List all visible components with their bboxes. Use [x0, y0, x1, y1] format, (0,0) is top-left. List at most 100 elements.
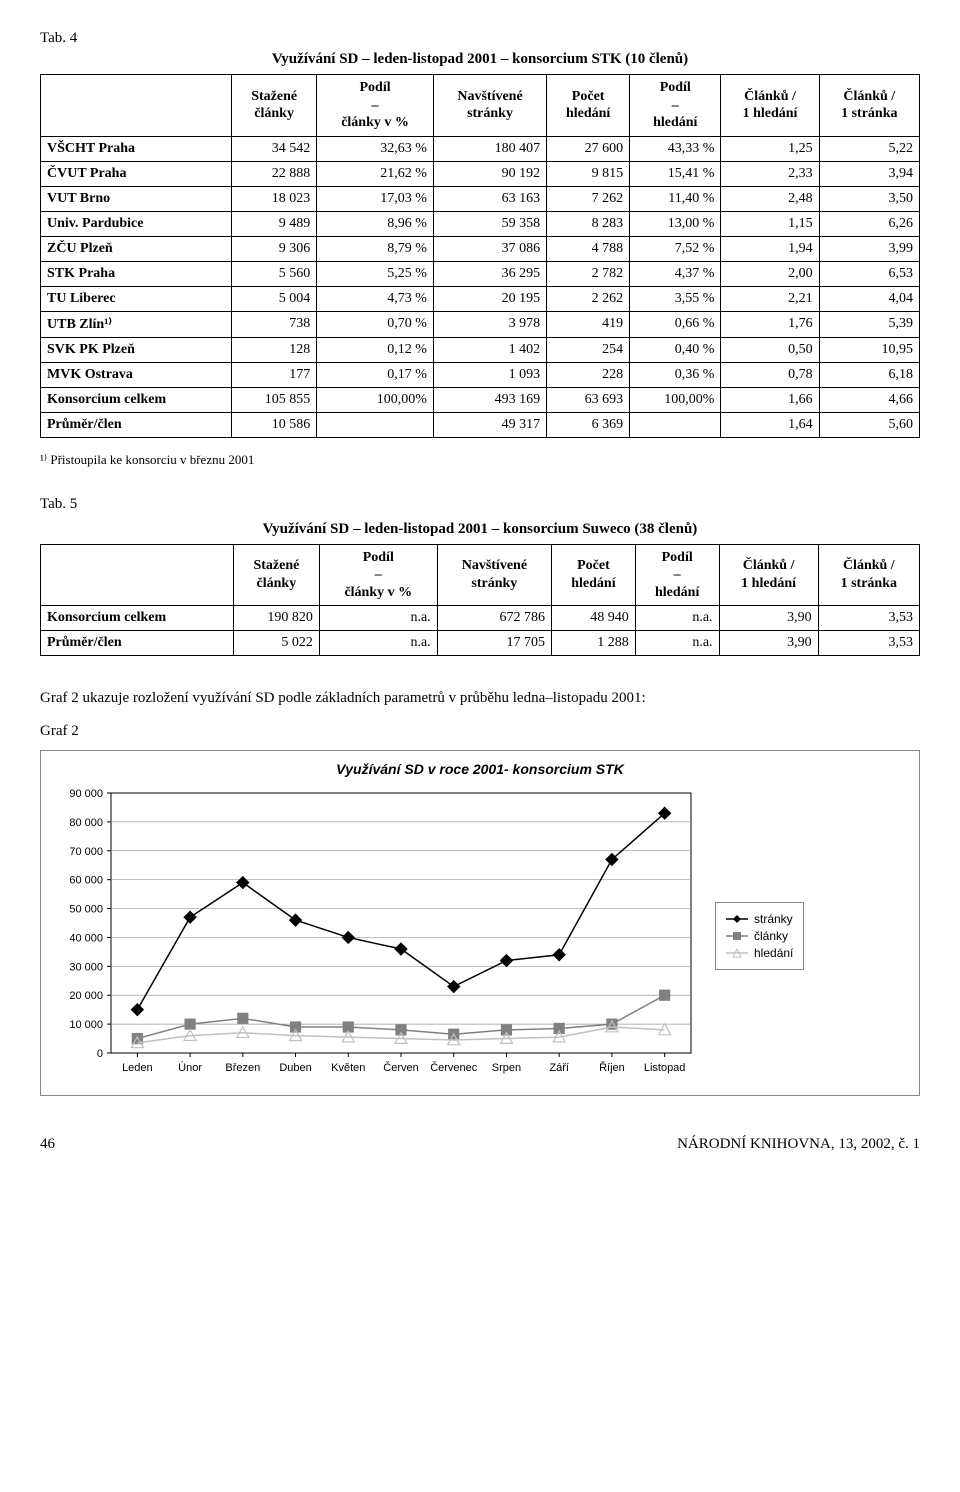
tab5-table: StaženéčlánkyPodíl–články v %Navštívenés… [40, 544, 920, 657]
table-cell: 5 004 [232, 286, 317, 311]
table-cell: 3,53 [818, 606, 919, 631]
graf2-legend: stránky články hledání [715, 902, 804, 970]
tab4-table: StaženéčlánkyPodíl–články v %Navštívenés… [40, 74, 920, 438]
legend-label: hledání [754, 946, 793, 960]
table-header: Podíl–články v % [319, 544, 437, 606]
legend-item: hledání [726, 946, 793, 960]
table-row: SVK PK Plzeň1280,12 %1 4022540,40 %0,501… [41, 337, 920, 362]
table-cell: 190 820 [233, 606, 319, 631]
table-cell: 21,62 % [317, 161, 434, 186]
svg-text:Říjen: Říjen [599, 1061, 625, 1074]
tab5-title: Využívání SD – leden-listopad 2001 – kon… [40, 521, 920, 538]
svg-text:90 000: 90 000 [69, 788, 103, 800]
table-cell: 1,64 [721, 412, 819, 437]
table-cell: 8,79 % [317, 236, 434, 261]
table-cell: 100,00% [630, 387, 721, 412]
table-cell: 3,90 [719, 606, 818, 631]
table-cell: 3,90 [719, 631, 818, 656]
table-row: STK Praha5 5605,25 %36 2952 7824,37 %2,0… [41, 261, 920, 286]
row-label: SVK PK Plzeň [41, 337, 232, 362]
table-cell: 0,50 [721, 337, 819, 362]
svg-text:50 000: 50 000 [69, 904, 103, 916]
table-row: ČVUT Praha22 88821,62 %90 1929 81515,41 … [41, 161, 920, 186]
table-cell: 22 888 [232, 161, 317, 186]
table-cell: 5 022 [233, 631, 319, 656]
legend-item: stránky [726, 912, 793, 926]
svg-text:10 000: 10 000 [69, 1019, 103, 1031]
table-cell: 8 283 [547, 211, 630, 236]
row-label: UTB Zlín¹⁾ [41, 311, 232, 337]
table-cell: 63 163 [433, 186, 546, 211]
table-header: Článků /1 hledání [721, 75, 819, 137]
table-cell: 15,41 % [630, 161, 721, 186]
table-cell: 1,15 [721, 211, 819, 236]
svg-text:80 000: 80 000 [69, 817, 103, 829]
table-row: UTB Zlín¹⁾7380,70 %3 9784190,66 %1,765,3… [41, 311, 920, 337]
table-cell: 4,73 % [317, 286, 434, 311]
table-cell: 32,63 % [317, 136, 434, 161]
table-cell: 2 262 [547, 286, 630, 311]
graf2-plot: 010 00020 00030 00040 00050 00060 00070 … [53, 785, 701, 1087]
table-cell: 1 402 [433, 337, 546, 362]
table-cell: 1,25 [721, 136, 819, 161]
table-row: MVK Ostrava1770,17 %1 0932280,36 %0,786,… [41, 362, 920, 387]
tab4-title: Využívání SD – leden-listopad 2001 – kon… [40, 51, 920, 68]
row-label: Konsorcium celkem [41, 387, 232, 412]
table-cell: 0,70 % [317, 311, 434, 337]
table-cell: 0,12 % [317, 337, 434, 362]
svg-text:Březen: Březen [225, 1062, 260, 1074]
table-cell: 9 815 [547, 161, 630, 186]
svg-text:60 000: 60 000 [69, 875, 103, 887]
table-cell: 2,21 [721, 286, 819, 311]
table-cell: 27 600 [547, 136, 630, 161]
row-label: STK Praha [41, 261, 232, 286]
table-cell: 3,55 % [630, 286, 721, 311]
row-label: Univ. Pardubice [41, 211, 232, 236]
table-cell: 9 489 [232, 211, 317, 236]
table-cell: 1,66 [721, 387, 819, 412]
tab4-label: Tab. 4 [40, 30, 920, 47]
table-cell: 6,18 [819, 362, 919, 387]
table-cell: 5,39 [819, 311, 919, 337]
table-cell: 672 786 [437, 606, 551, 631]
table-cell: 128 [232, 337, 317, 362]
legend-item: články [726, 929, 793, 943]
body-paragraph: Graf 2 ukazuje rozložení využívání SD po… [40, 688, 920, 709]
table-row: ZČU Plzeň9 3068,79 %37 0864 7887,52 %1,9… [41, 236, 920, 261]
table-cell: 17 705 [437, 631, 551, 656]
table-cell: 6,53 [819, 261, 919, 286]
table-cell: 0,40 % [630, 337, 721, 362]
table-cell: 63 693 [547, 387, 630, 412]
table-cell: 0,78 [721, 362, 819, 387]
svg-text:Září: Září [549, 1062, 569, 1074]
table-cell: 18 023 [232, 186, 317, 211]
table-header: Podíl–hledání [635, 544, 719, 606]
table-cell: 11,40 % [630, 186, 721, 211]
row-label: ZČU Plzeň [41, 236, 232, 261]
table-cell: 1 093 [433, 362, 546, 387]
table-header: Počethledání [552, 544, 636, 606]
footer-citation: NÁRODNÍ KNIHOVNA, 13, 2002, č. 1 [677, 1136, 920, 1153]
table-row: Průměr/člen10 58649 3176 3691,645,60 [41, 412, 920, 437]
table-cell: 254 [547, 337, 630, 362]
table-cell: 1,94 [721, 236, 819, 261]
table-header [41, 75, 232, 137]
table-cell: 3,99 [819, 236, 919, 261]
svg-text:Únor: Únor [178, 1061, 202, 1074]
table-row: Univ. Pardubice9 4898,96 %59 3588 28313,… [41, 211, 920, 236]
table-cell: 180 407 [433, 136, 546, 161]
table-cell: 0,66 % [630, 311, 721, 337]
svg-text:20 000: 20 000 [69, 990, 103, 1002]
row-label: Průměr/člen [41, 412, 232, 437]
table-cell: 100,00% [317, 387, 434, 412]
table-cell: 3,53 [818, 631, 919, 656]
table-cell: 43,33 % [630, 136, 721, 161]
table-cell: 1,76 [721, 311, 819, 337]
table-row: Průměr/člen5 022n.a.17 7051 288n.a.3,903… [41, 631, 920, 656]
table-cell: 17,03 % [317, 186, 434, 211]
table-cell: 4,66 [819, 387, 919, 412]
svg-text:Červen: Červen [383, 1061, 418, 1074]
table-row: Konsorcium celkem190 820n.a.672 78648 94… [41, 606, 920, 631]
page-footer: 46 NÁRODNÍ KNIHOVNA, 13, 2002, č. 1 [40, 1136, 920, 1153]
table-cell [317, 412, 434, 437]
